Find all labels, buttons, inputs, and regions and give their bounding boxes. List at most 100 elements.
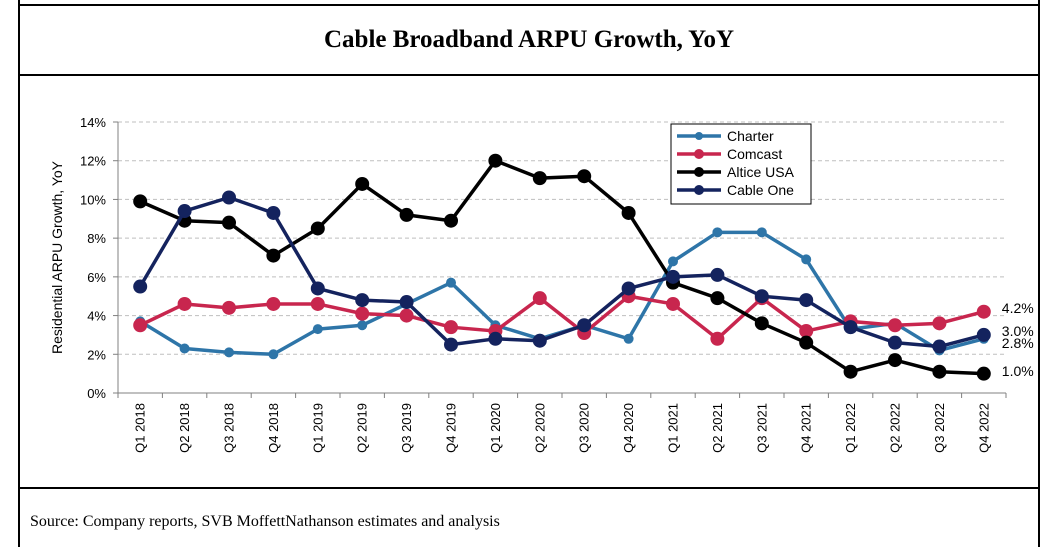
- data-point: [888, 318, 902, 333]
- x-tick-label: Q4 2021: [799, 403, 814, 453]
- legend-swatch-marker: [695, 132, 703, 140]
- x-tick-label: Q3 2022: [932, 403, 947, 453]
- legend: Charter Comcast Altice USA Cable One: [670, 123, 812, 205]
- data-point: [355, 293, 370, 308]
- frame-top-stub: [18, 0, 1040, 4]
- data-point: [532, 291, 547, 306]
- data-point: [754, 289, 769, 304]
- y-tick-label: 8%: [87, 231, 106, 246]
- data-point: [224, 347, 234, 358]
- data-point: [799, 335, 814, 350]
- data-point: [179, 343, 190, 354]
- data-point: [357, 320, 368, 331]
- series-altice-usa: 1.0%: [133, 153, 1034, 381]
- data-point: [976, 327, 991, 342]
- data-point: [268, 349, 279, 360]
- data-point: [532, 171, 547, 186]
- data-point: [577, 318, 592, 333]
- x-tick-label: Q2 2021: [710, 403, 725, 453]
- data-point: [888, 335, 902, 350]
- data-point: [310, 221, 325, 236]
- data-point: [488, 331, 503, 346]
- data-point: [399, 207, 414, 222]
- data-point: [444, 320, 458, 335]
- chart-box: 0% 2% 4% 6% 8% 10% 12% 14% Q1 2018 Q2 2018 Q3 2018…: [18, 74, 1040, 489]
- data-point: [932, 339, 947, 354]
- data-point: [222, 190, 236, 205]
- data-point: [577, 169, 592, 184]
- x-tick-label: Q3 2020: [577, 403, 592, 453]
- data-point: [843, 320, 858, 335]
- y-tick-label: 4%: [87, 309, 106, 324]
- data-point: [133, 279, 148, 294]
- data-point: [399, 308, 414, 323]
- data-point: [666, 296, 680, 311]
- data-point: [621, 205, 636, 220]
- source-box: Source: Company reports, SVB MoffettNath…: [18, 487, 1040, 547]
- data-point: [532, 333, 547, 348]
- x-tick-label: Q1 2020: [488, 403, 503, 453]
- x-tick-label: Q3 2018: [222, 403, 237, 453]
- x-tick-label: Q1 2019: [310, 403, 325, 453]
- data-point: [710, 331, 725, 346]
- end-value-label: 3.0%: [1002, 323, 1034, 339]
- end-value-label: 4.2%: [1002, 300, 1034, 316]
- x-tick-label: Q1 2018: [133, 403, 148, 453]
- data-point: [399, 295, 414, 310]
- y-tick-label: 12%: [80, 154, 106, 169]
- x-tick-label: Q1 2021: [666, 403, 681, 453]
- x-tick-label: Q4 2018: [266, 403, 281, 453]
- data-point: [310, 296, 325, 311]
- y-tick-label: 2%: [87, 347, 106, 362]
- legend-label: Comcast: [727, 146, 782, 162]
- legend-label: Charter: [727, 128, 774, 144]
- legend-swatch-marker: [694, 167, 704, 177]
- data-point: [932, 316, 947, 331]
- x-tick-label: Q3 2019: [399, 403, 414, 453]
- end-value-label: 1.0%: [1002, 363, 1034, 379]
- data-point: [976, 304, 991, 319]
- axes: 0% 2% 4% 6% 8% 10% 12% 14% Q1 2018 Q2 2018 Q3 2018…: [49, 115, 1007, 453]
- data-point: [355, 176, 370, 191]
- x-tick-label: Q2 2022: [888, 403, 903, 453]
- data-point: [266, 296, 281, 311]
- data-point: [133, 194, 148, 209]
- x-tick-label: Q4 2020: [621, 403, 636, 453]
- data-point: [312, 324, 323, 335]
- title-box: Cable Broadband ARPU Growth, YoY: [18, 4, 1040, 76]
- data-point: [932, 364, 947, 379]
- data-point: [310, 281, 325, 296]
- end-value-label: 2.8%: [1002, 335, 1034, 351]
- data-point: [754, 316, 769, 331]
- x-tick-label: Q3 2021: [754, 403, 769, 453]
- y-tick-label: 0%: [87, 386, 106, 401]
- source-note: Source: Company reports, SVB MoffettNath…: [30, 513, 500, 530]
- series-cable-one: 3.0%: [133, 190, 1034, 354]
- data-point: [756, 227, 767, 238]
- data-point: [888, 353, 902, 368]
- page-title: Cable Broadband ARPU Growth, YoY: [323, 26, 735, 53]
- legend-label: Altice USA: [727, 164, 795, 180]
- series-layer: 2.8% 4.2% 1.0% 3.0%: [133, 153, 1034, 381]
- data-point: [710, 267, 725, 282]
- data-point: [668, 256, 678, 267]
- x-tick-label: Q4 2022: [976, 403, 991, 453]
- data-point: [843, 364, 858, 379]
- x-tick-label: Q1 2022: [843, 403, 858, 453]
- series-line: [138, 195, 985, 349]
- data-point: [712, 227, 723, 238]
- data-point: [266, 248, 281, 263]
- line-chart: 0% 2% 4% 6% 8% 10% 12% 14% Q1 2018 Q2 2018 Q3 2018…: [49, 115, 1034, 453]
- data-point: [444, 213, 458, 228]
- data-point: [621, 281, 636, 296]
- x-tick-label: Q4 2019: [444, 403, 459, 453]
- data-point: [177, 204, 192, 219]
- y-axis-title: Residential ARPU Growth, YoY: [49, 160, 65, 354]
- data-point: [801, 254, 812, 265]
- data-point: [799, 324, 814, 339]
- y-tick-label: 10%: [80, 192, 106, 207]
- x-tick-label: Q2 2018: [177, 403, 192, 453]
- data-point: [710, 291, 725, 306]
- data-point: [444, 337, 458, 352]
- data-point: [623, 333, 634, 344]
